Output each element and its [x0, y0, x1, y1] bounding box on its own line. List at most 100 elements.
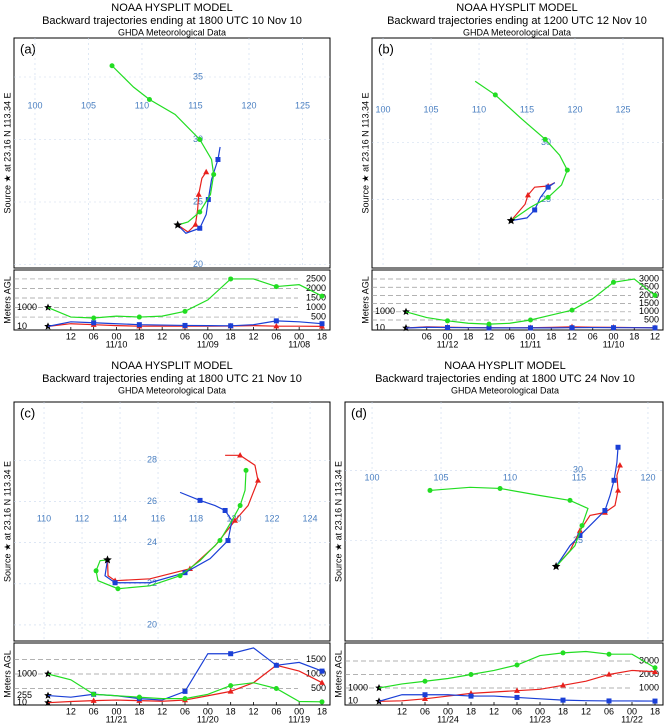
lat-tick-label: 35 [193, 71, 203, 81]
lon-tick-label: 110 [37, 513, 51, 523]
height-tick-label: 1000 [639, 682, 659, 692]
start-height-label: 1000 [17, 668, 37, 678]
square-marker [273, 318, 279, 324]
square-marker [611, 325, 616, 331]
source-label: Source ★ at 23.16 N 113.34 E [333, 461, 343, 582]
square-marker [205, 197, 211, 202]
time-tick-label: 06 [588, 331, 598, 341]
triangle-marker [514, 687, 520, 693]
lat-tick-label: 24 [147, 537, 157, 547]
square-marker [422, 692, 428, 698]
square-marker [228, 323, 234, 329]
time-tick-label: 06 [420, 706, 430, 716]
height-tick-label: 500 [644, 314, 659, 324]
time-tick-label: 00 [203, 331, 213, 341]
subtitle: GHDA Meteorological Data [118, 385, 226, 395]
lon-tick-label: 115 [520, 104, 534, 114]
date-label: 11/09 [197, 339, 219, 349]
triangle-marker [615, 487, 622, 493]
time-tick-label: 18 [134, 331, 144, 341]
circle-marker [211, 172, 217, 177]
height-tick-label: 2500 [306, 273, 326, 283]
triangle-marker [203, 168, 210, 175]
trajectory-line [177, 146, 221, 234]
date-label: 11/20 [197, 714, 219, 723]
date-label: 11/10 [106, 339, 128, 349]
height-tick-label: 2000 [639, 669, 659, 679]
square-marker [197, 497, 203, 503]
time-tick-label: 12 [650, 331, 660, 341]
square-marker [569, 325, 575, 331]
square-marker [532, 207, 538, 213]
start-height-label: 10 [17, 697, 27, 707]
height-tick-label: 500 [311, 683, 326, 693]
lon-tick-label: 100 [365, 472, 380, 482]
time-tick-label: 06 [271, 706, 281, 716]
y-axis-label: Meters AGL [2, 276, 12, 324]
height-tick-label: 1000 [639, 306, 659, 316]
time-tick-label: 12 [567, 331, 577, 341]
triangle-marker [319, 679, 325, 685]
circle-marker [606, 651, 612, 657]
start-height-label: 10 [375, 322, 385, 332]
square-marker [560, 697, 566, 703]
time-tick-label: 18 [226, 706, 236, 716]
lat-tick-label: 26 [147, 496, 157, 506]
height-tick-label: 2000 [306, 283, 326, 293]
time-tick-label: 12 [248, 706, 258, 716]
lon-tick-label: 110 [472, 104, 486, 114]
square-marker [136, 322, 142, 328]
start-height-star [402, 307, 410, 315]
time-tick-label: 12 [489, 706, 499, 716]
circle-marker [109, 63, 115, 69]
time-tick-label: 06 [180, 706, 190, 716]
lon-tick-label: 105 [434, 472, 449, 482]
square-marker [468, 693, 474, 699]
time-tick-label: 00 [294, 706, 304, 716]
triangle-marker [195, 191, 202, 197]
map-frame [371, 37, 664, 269]
square-marker [222, 507, 228, 513]
time-tick-label: 06 [89, 331, 99, 341]
square-marker [197, 225, 203, 231]
heading: NOAA HYSPLIT MODEL [111, 2, 232, 14]
triangle-marker [231, 517, 238, 523]
circle-marker [228, 683, 234, 689]
start-height-label: 1000 [375, 306, 395, 316]
square-marker [577, 533, 583, 539]
start-height-label: 1000 [17, 302, 37, 312]
triangle-marker [237, 452, 244, 458]
lon-tick-label: 120 [640, 472, 655, 482]
lon-tick-label: 100 [27, 100, 42, 110]
circle-marker [273, 685, 279, 691]
circle-marker [243, 467, 249, 473]
time-tick-label: 12 [397, 706, 407, 716]
subtitle: GHDA Meteorological Data [463, 27, 571, 37]
lon-tick-label: 114 [113, 513, 127, 523]
time-tick-label: 18 [466, 706, 476, 716]
time-tick-label: 12 [484, 331, 494, 341]
height-tick-label: 500 [311, 311, 326, 321]
height-tick-label: 1000 [306, 668, 326, 678]
source-star [551, 562, 561, 571]
start-height-label: 1000 [348, 682, 368, 692]
panel-label: (b) [378, 41, 394, 56]
time-tick-label: 00 [111, 331, 121, 341]
map-frame [13, 401, 331, 642]
start-height-label: 10 [17, 321, 27, 331]
date-label: 11/10 [603, 339, 625, 349]
circle-marker [228, 276, 234, 282]
start-height-label: 255 [17, 690, 32, 700]
time-tick-label: 00 [443, 706, 453, 716]
time-tick-label: 12 [248, 331, 258, 341]
time-tick-label: 06 [271, 331, 281, 341]
panel-label: (a) [20, 41, 36, 56]
lon-tick-label: 122 [265, 513, 280, 523]
time-tick-label: 18 [558, 706, 568, 716]
lon-tick-label: 105 [81, 100, 96, 110]
lat-tick-label: 22 [147, 578, 157, 588]
square-marker [514, 694, 520, 700]
time-tick-label: 18 [629, 331, 639, 341]
time-tick-label: 12 [66, 706, 76, 716]
